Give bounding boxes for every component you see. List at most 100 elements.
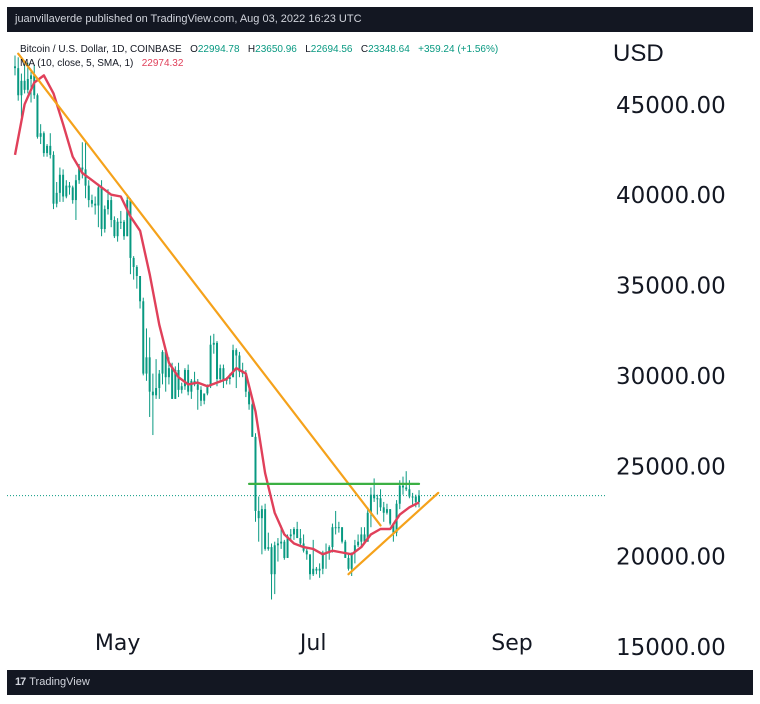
y-tick-label: 15000.00 bbox=[616, 635, 726, 661]
candle bbox=[222, 364, 225, 389]
currency-label: USD bbox=[613, 40, 664, 67]
candle bbox=[238, 351, 241, 378]
chart-legend: Bitcoin / U.S. Dollar, 1D, COINBASE O229… bbox=[20, 43, 498, 71]
x-tick-label: Sep bbox=[491, 631, 532, 656]
candle bbox=[369, 487, 372, 528]
candle-body bbox=[113, 219, 116, 237]
candle-body bbox=[129, 200, 132, 258]
candle-body bbox=[135, 266, 138, 276]
candle-body bbox=[334, 527, 337, 529]
candle bbox=[90, 194, 93, 208]
candle bbox=[190, 379, 193, 399]
moving-average-line bbox=[13, 74, 420, 556]
candle-body bbox=[158, 373, 161, 389]
candle-body bbox=[62, 174, 65, 197]
candle bbox=[318, 563, 321, 578]
chart-area[interactable]: 45000.00 40000.00 35000.00 30000.00 25000.00… bbox=[7, 32, 753, 670]
candle-body bbox=[106, 200, 109, 210]
candle bbox=[344, 539, 347, 558]
high-label: H bbox=[247, 44, 256, 55]
candle bbox=[100, 180, 103, 237]
candle bbox=[49, 133, 52, 159]
ascending-trendline[interactable] bbox=[347, 491, 440, 576]
candle-body bbox=[385, 509, 388, 513]
candle-body bbox=[312, 568, 315, 575]
tradingview-logo-icon: 17 bbox=[15, 676, 26, 688]
ma-label: MA (10, close, 5, SMA, 1) bbox=[20, 58, 134, 69]
candle-body bbox=[289, 534, 292, 537]
candle-body bbox=[49, 145, 52, 155]
candle bbox=[373, 478, 376, 502]
candle bbox=[199, 386, 202, 407]
candle bbox=[113, 216, 116, 239]
candle bbox=[267, 532, 270, 551]
candle-body bbox=[151, 391, 154, 396]
x-tick-label: May bbox=[95, 631, 140, 656]
candle bbox=[376, 494, 379, 515]
candle-body bbox=[238, 355, 241, 372]
candle-body bbox=[405, 487, 408, 490]
candle bbox=[331, 523, 334, 553]
candle-body bbox=[126, 200, 129, 237]
candle-body bbox=[283, 541, 286, 558]
candle bbox=[68, 182, 71, 195]
candle bbox=[196, 379, 199, 410]
legend-ma-row: MA (10, close, 5, SMA, 1) 22974.32 bbox=[20, 57, 498, 71]
candle bbox=[257, 496, 260, 542]
candle-body bbox=[180, 386, 183, 390]
candle bbox=[71, 185, 74, 204]
candle-body bbox=[347, 557, 350, 569]
candle bbox=[283, 539, 286, 560]
candle-body bbox=[408, 489, 411, 497]
y-tick-label: 30000.00 bbox=[616, 364, 726, 390]
candle-body bbox=[55, 192, 58, 204]
candle-body bbox=[286, 536, 289, 558]
candle-body bbox=[103, 209, 106, 230]
candle-body bbox=[87, 185, 90, 201]
candle bbox=[325, 543, 328, 569]
candle bbox=[14, 55, 16, 76]
candle bbox=[411, 492, 414, 506]
candle-body bbox=[357, 541, 360, 546]
candle bbox=[315, 566, 318, 575]
candle-body bbox=[174, 369, 177, 399]
candle-body bbox=[331, 527, 334, 548]
y-tick-label: 40000.00 bbox=[616, 183, 726, 209]
candle-body bbox=[379, 498, 382, 508]
candle-body bbox=[171, 368, 174, 399]
candle bbox=[273, 541, 276, 595]
candle-body bbox=[373, 494, 376, 499]
price-chart[interactable]: 45000.00 40000.00 35000.00 30000.00 25000.00… bbox=[7, 32, 753, 670]
candle-body bbox=[36, 95, 39, 137]
candle-body bbox=[164, 351, 167, 378]
candle-body bbox=[382, 507, 385, 513]
candle-body bbox=[392, 523, 395, 533]
candle-body bbox=[366, 512, 369, 542]
candle-body bbox=[142, 301, 145, 374]
candle-body bbox=[398, 485, 401, 504]
candle-body bbox=[418, 495, 421, 503]
candle-body bbox=[292, 529, 295, 535]
candle-body bbox=[248, 391, 251, 405]
open-value: 22994.78 bbox=[197, 44, 240, 55]
open-label: O bbox=[190, 44, 198, 55]
candle-body bbox=[216, 342, 219, 380]
candle bbox=[203, 393, 206, 405]
candle bbox=[302, 534, 305, 553]
candle bbox=[292, 527, 295, 540]
candle bbox=[385, 503, 388, 515]
candle bbox=[17, 57, 20, 101]
candle-body bbox=[206, 386, 209, 394]
candle bbox=[87, 180, 90, 208]
candle bbox=[52, 151, 55, 210]
candle-body bbox=[110, 200, 113, 220]
candle bbox=[251, 400, 254, 437]
candle-body bbox=[97, 187, 100, 206]
candle-body bbox=[254, 436, 257, 511]
candle-body bbox=[167, 368, 170, 378]
candle-body bbox=[203, 393, 206, 401]
descending-trendline[interactable] bbox=[17, 52, 382, 527]
candle-body bbox=[58, 174, 61, 193]
tradingview-brand[interactable]: TradingView bbox=[29, 676, 90, 688]
candle bbox=[212, 333, 215, 354]
